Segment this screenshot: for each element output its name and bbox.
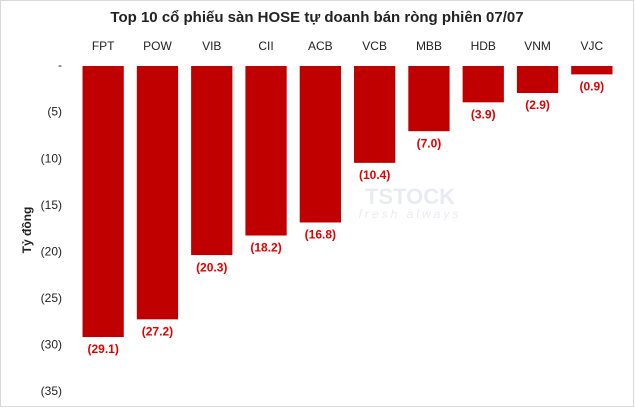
x-tick-label: CII — [258, 39, 273, 53]
bar — [245, 66, 287, 236]
watermark: fresh always — [359, 207, 462, 221]
x-tick-label: VNM — [524, 39, 551, 53]
y-tick-label: (15) — [41, 198, 62, 212]
bar — [462, 66, 504, 103]
value-label: (29.1) — [87, 342, 118, 356]
bar — [516, 66, 559, 94]
x-tick-label: HDB — [471, 39, 496, 53]
bar — [82, 66, 124, 338]
bar — [354, 66, 396, 163]
x-tick-label: ACB — [308, 39, 333, 53]
value-label: (3.9) — [471, 107, 496, 121]
value-label: (18.2) — [250, 241, 281, 255]
x-tick-label: FPT — [92, 39, 115, 53]
value-label: (16.8) — [305, 228, 336, 242]
y-tick-label: - — [58, 58, 62, 72]
bar — [408, 66, 450, 132]
bar — [299, 66, 341, 223]
y-tick-label: (25) — [41, 291, 62, 305]
value-label: (7.0) — [417, 136, 442, 150]
chart-title: Top 10 cổ phiếu sàn HOSE tự doanh bán rò… — [110, 9, 523, 26]
value-label: (27.2) — [142, 325, 173, 339]
y-tick-label: (5) — [47, 105, 62, 119]
value-label: (2.9) — [525, 98, 550, 112]
y-axis-label: Tỷ đồng — [20, 207, 34, 254]
value-label: (20.3) — [196, 260, 227, 274]
bar — [191, 66, 233, 256]
value-label: (10.4) — [359, 168, 390, 182]
y-tick-label: (10) — [41, 151, 62, 165]
x-tick-label: VJC — [581, 39, 604, 53]
y-tick-label: (20) — [41, 244, 62, 258]
bar — [136, 66, 179, 320]
y-tick-label: (30) — [41, 338, 62, 352]
x-tick-label: VIB — [202, 39, 221, 53]
value-label: (0.9) — [580, 80, 605, 94]
x-tick-label: POW — [143, 39, 172, 53]
watermark: TSTOCK — [365, 184, 455, 209]
x-tick-label: MBB — [416, 39, 442, 53]
bar — [571, 66, 613, 75]
x-tick-label: VCB — [362, 39, 387, 53]
y-tick-label: (35) — [41, 384, 62, 398]
